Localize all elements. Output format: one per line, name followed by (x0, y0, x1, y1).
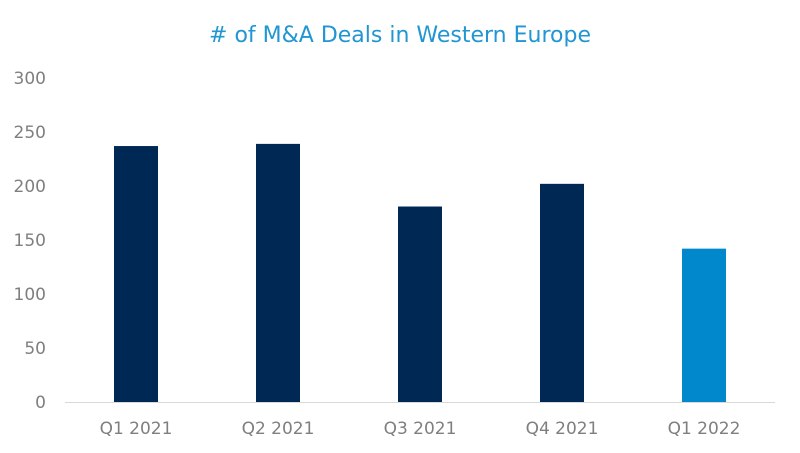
bar (682, 248, 726, 402)
bar (540, 183, 584, 402)
y-tick-label: 150 (14, 231, 46, 251)
x-tick-label: Q2 2021 (242, 419, 315, 439)
bar (398, 206, 442, 402)
x-tick-label: Q1 2022 (668, 419, 741, 439)
x-axis: Q1 2021 Q2 2021 Q3 2021 Q4 2021 Q1 2022 (100, 419, 741, 439)
y-axis: 0 50 100 150 200 250 300 (14, 69, 46, 413)
bar (114, 146, 158, 402)
y-tick-label: 300 (14, 69, 46, 89)
x-tick-label: Q1 2021 (100, 419, 173, 439)
y-tick-label: 100 (14, 285, 46, 305)
y-tick-label: 250 (14, 123, 46, 143)
chart-title: # of M&A Deals in Western Europe (209, 23, 591, 48)
bars (114, 143, 726, 402)
y-tick-label: 50 (24, 339, 46, 359)
y-tick-label: 0 (35, 393, 46, 413)
y-tick-label: 200 (14, 177, 46, 197)
x-tick-label: Q3 2021 (384, 419, 457, 439)
x-tick-label: Q4 2021 (526, 419, 599, 439)
bar (256, 143, 300, 402)
